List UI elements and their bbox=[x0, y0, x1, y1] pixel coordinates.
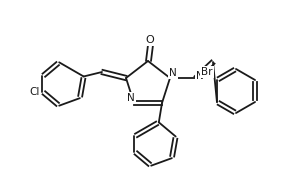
Text: N: N bbox=[196, 71, 204, 81]
Text: Br: Br bbox=[201, 67, 213, 77]
Text: N: N bbox=[127, 93, 135, 103]
Text: Cl: Cl bbox=[29, 86, 40, 96]
Text: O: O bbox=[146, 35, 154, 45]
Text: N: N bbox=[169, 68, 177, 78]
